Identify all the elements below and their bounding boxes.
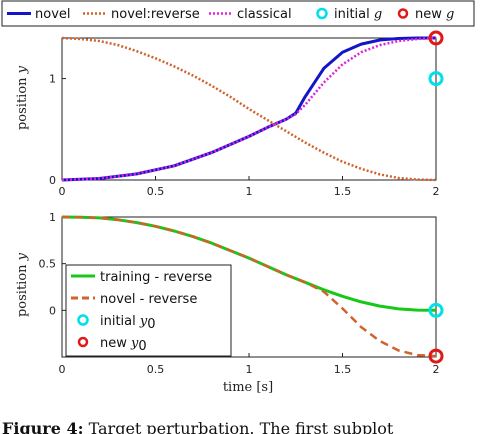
top-xtick-label: 2 [433, 185, 440, 198]
top-axes: 0 0.5 1 1.5 2 0 1 [49, 37, 440, 198]
legend-marker-initial-g [316, 7, 328, 20]
bottom-ytick-label: 1 [49, 211, 56, 224]
bottom-xlabel-text: time [223, 380, 253, 395]
top-legend-box [1, 0, 475, 27]
top-legend: novel novel:reverse classical initial g … [1, 0, 475, 27]
bottom-xlabel: time [s] [223, 380, 273, 395]
legend-label-initial-var: g [374, 7, 382, 22]
legend-label-new-y0-text: new [100, 336, 127, 351]
series-novel-reverse [61, 36, 437, 182]
marker-initial-g [428, 71, 444, 87]
figure-caption: Figure 4: Target perturbation. The first… [2, 419, 394, 434]
top-xtick-label: 1 [246, 185, 253, 198]
caption-text: Target perturbation. The first subplot [89, 419, 394, 434]
marker-initial-y0 [428, 302, 444, 318]
legend-label-novel: novel [35, 7, 71, 22]
legend-label-novel-reverse: novel:reverse [111, 7, 200, 22]
top-plot: 0 0.5 1 1.5 2 0 1 position y [15, 30, 444, 198]
legend-label-new-y0-sub: 0 [138, 339, 146, 354]
legend-label-initial-y0-sub: 0 [147, 317, 155, 332]
legend-label-training-reverse: training - reverse [100, 270, 212, 285]
legend-label-new-text: new [415, 7, 442, 22]
legend-label-new-g: new g [415, 7, 454, 22]
legend-label-classical: classical [237, 7, 292, 22]
bottom-xtick-label: 2 [433, 363, 440, 376]
legend-label-initial-g: initial g [334, 7, 382, 22]
top-ylabel-var: y [15, 65, 30, 74]
bottom-xtick-label: 1 [246, 363, 253, 376]
bottom-xtick-label: 1.5 [334, 363, 352, 376]
legend-label-initial-y0-var: y [139, 314, 148, 329]
legend-label-initial-y0: initial y0 [100, 314, 156, 332]
marker-new-g [428, 30, 444, 46]
bottom-xtick-label: 0 [59, 363, 66, 376]
bottom-ytick-label: 0.5 [39, 258, 57, 271]
bottom-markers [428, 302, 444, 364]
top-xtick-label: 0.5 [147, 185, 165, 198]
legend-label-new-y0-var: y [130, 336, 139, 351]
top-ylabel: position y [15, 65, 30, 130]
top-axes-box [61, 37, 437, 181]
top-markers [428, 30, 444, 87]
bottom-series [61, 215, 437, 358]
legend-marker-initial-y0 [77, 314, 89, 326]
top-ytick-label: 1 [49, 73, 56, 86]
legend-marker-new-g [397, 8, 409, 19]
bottom-ylabel-text: position [15, 264, 30, 317]
bottom-ylabel: position y [15, 252, 30, 317]
top-xtick-label: 1.5 [334, 185, 352, 198]
bottom-ytick-label: 0 [49, 304, 56, 317]
bottom-legend-box [65, 264, 232, 357]
legend-label-new-y0: new y0 [100, 336, 147, 354]
bottom-legend: training - reverse novel - reverse initi… [65, 264, 232, 357]
bottom-plot: 0 0.5 1 1.5 200.51 position y time [s] [15, 211, 444, 395]
bottom-ylabel-var: y [15, 252, 30, 261]
series-novel [61, 36, 436, 182]
legend-label-initial-text: initial [334, 7, 370, 22]
series-classical [61, 36, 437, 182]
marker-new-y0 [428, 348, 444, 364]
series-training-reverse [61, 215, 437, 312]
bottom-xlabel-unit: [s] [256, 380, 273, 395]
caption-label: Figure 4: [2, 419, 83, 434]
top-ytick-label: 0 [49, 174, 56, 187]
top-xtick-label: 0 [59, 185, 66, 198]
series-novel-reverse [61, 215, 437, 358]
top-series [61, 36, 437, 182]
legend-label-new-var: g [446, 7, 454, 22]
top-ylabel-text: position [15, 77, 30, 130]
bottom-xtick-label: 0.5 [147, 363, 165, 376]
legend-label-novel-reverse-2: novel - reverse [100, 292, 197, 307]
legend-label-initial-y0-text: initial [100, 314, 136, 329]
legend-marker-new-y0 [77, 336, 89, 348]
